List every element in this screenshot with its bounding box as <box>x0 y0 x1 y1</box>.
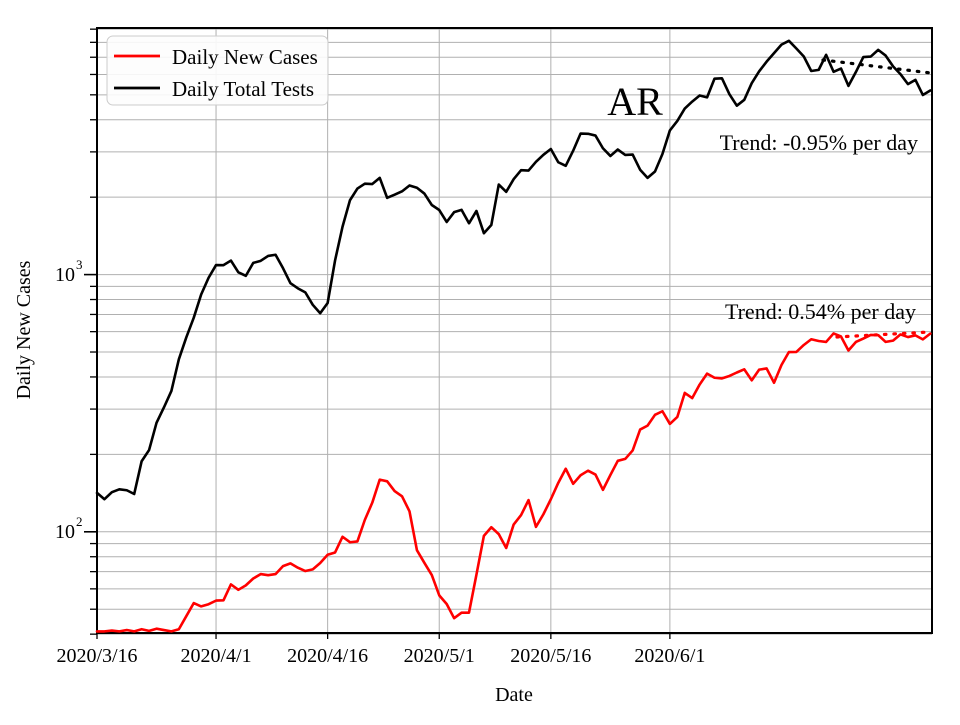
svg-text:Daily New Cases: Daily New Cases <box>13 260 35 399</box>
svg-text:Date: Date <box>495 684 533 706</box>
svg-text:10: 10 <box>55 521 75 543</box>
svg-text:2020/5/16: 2020/5/16 <box>510 645 591 667</box>
svg-text:2020/4/1: 2020/4/1 <box>180 645 251 667</box>
svg-text:2020/5/1: 2020/5/1 <box>404 645 475 667</box>
svg-text:AR: AR <box>607 79 663 124</box>
svg-text:10: 10 <box>55 264 75 286</box>
svg-text:Daily Total Tests: Daily Total Tests <box>172 77 314 101</box>
svg-text:2: 2 <box>76 514 83 529</box>
svg-text:Trend: 0.54% per day: Trend: 0.54% per day <box>725 299 916 324</box>
svg-text:2020/3/16: 2020/3/16 <box>56 645 137 667</box>
svg-text:3: 3 <box>76 257 83 272</box>
svg-text:Trend: -0.95% per day: Trend: -0.95% per day <box>720 130 918 155</box>
svg-text:2020/6/1: 2020/6/1 <box>634 645 705 667</box>
svg-text:2020/4/16: 2020/4/16 <box>287 645 368 667</box>
svg-text:Daily New Cases: Daily New Cases <box>172 45 318 69</box>
